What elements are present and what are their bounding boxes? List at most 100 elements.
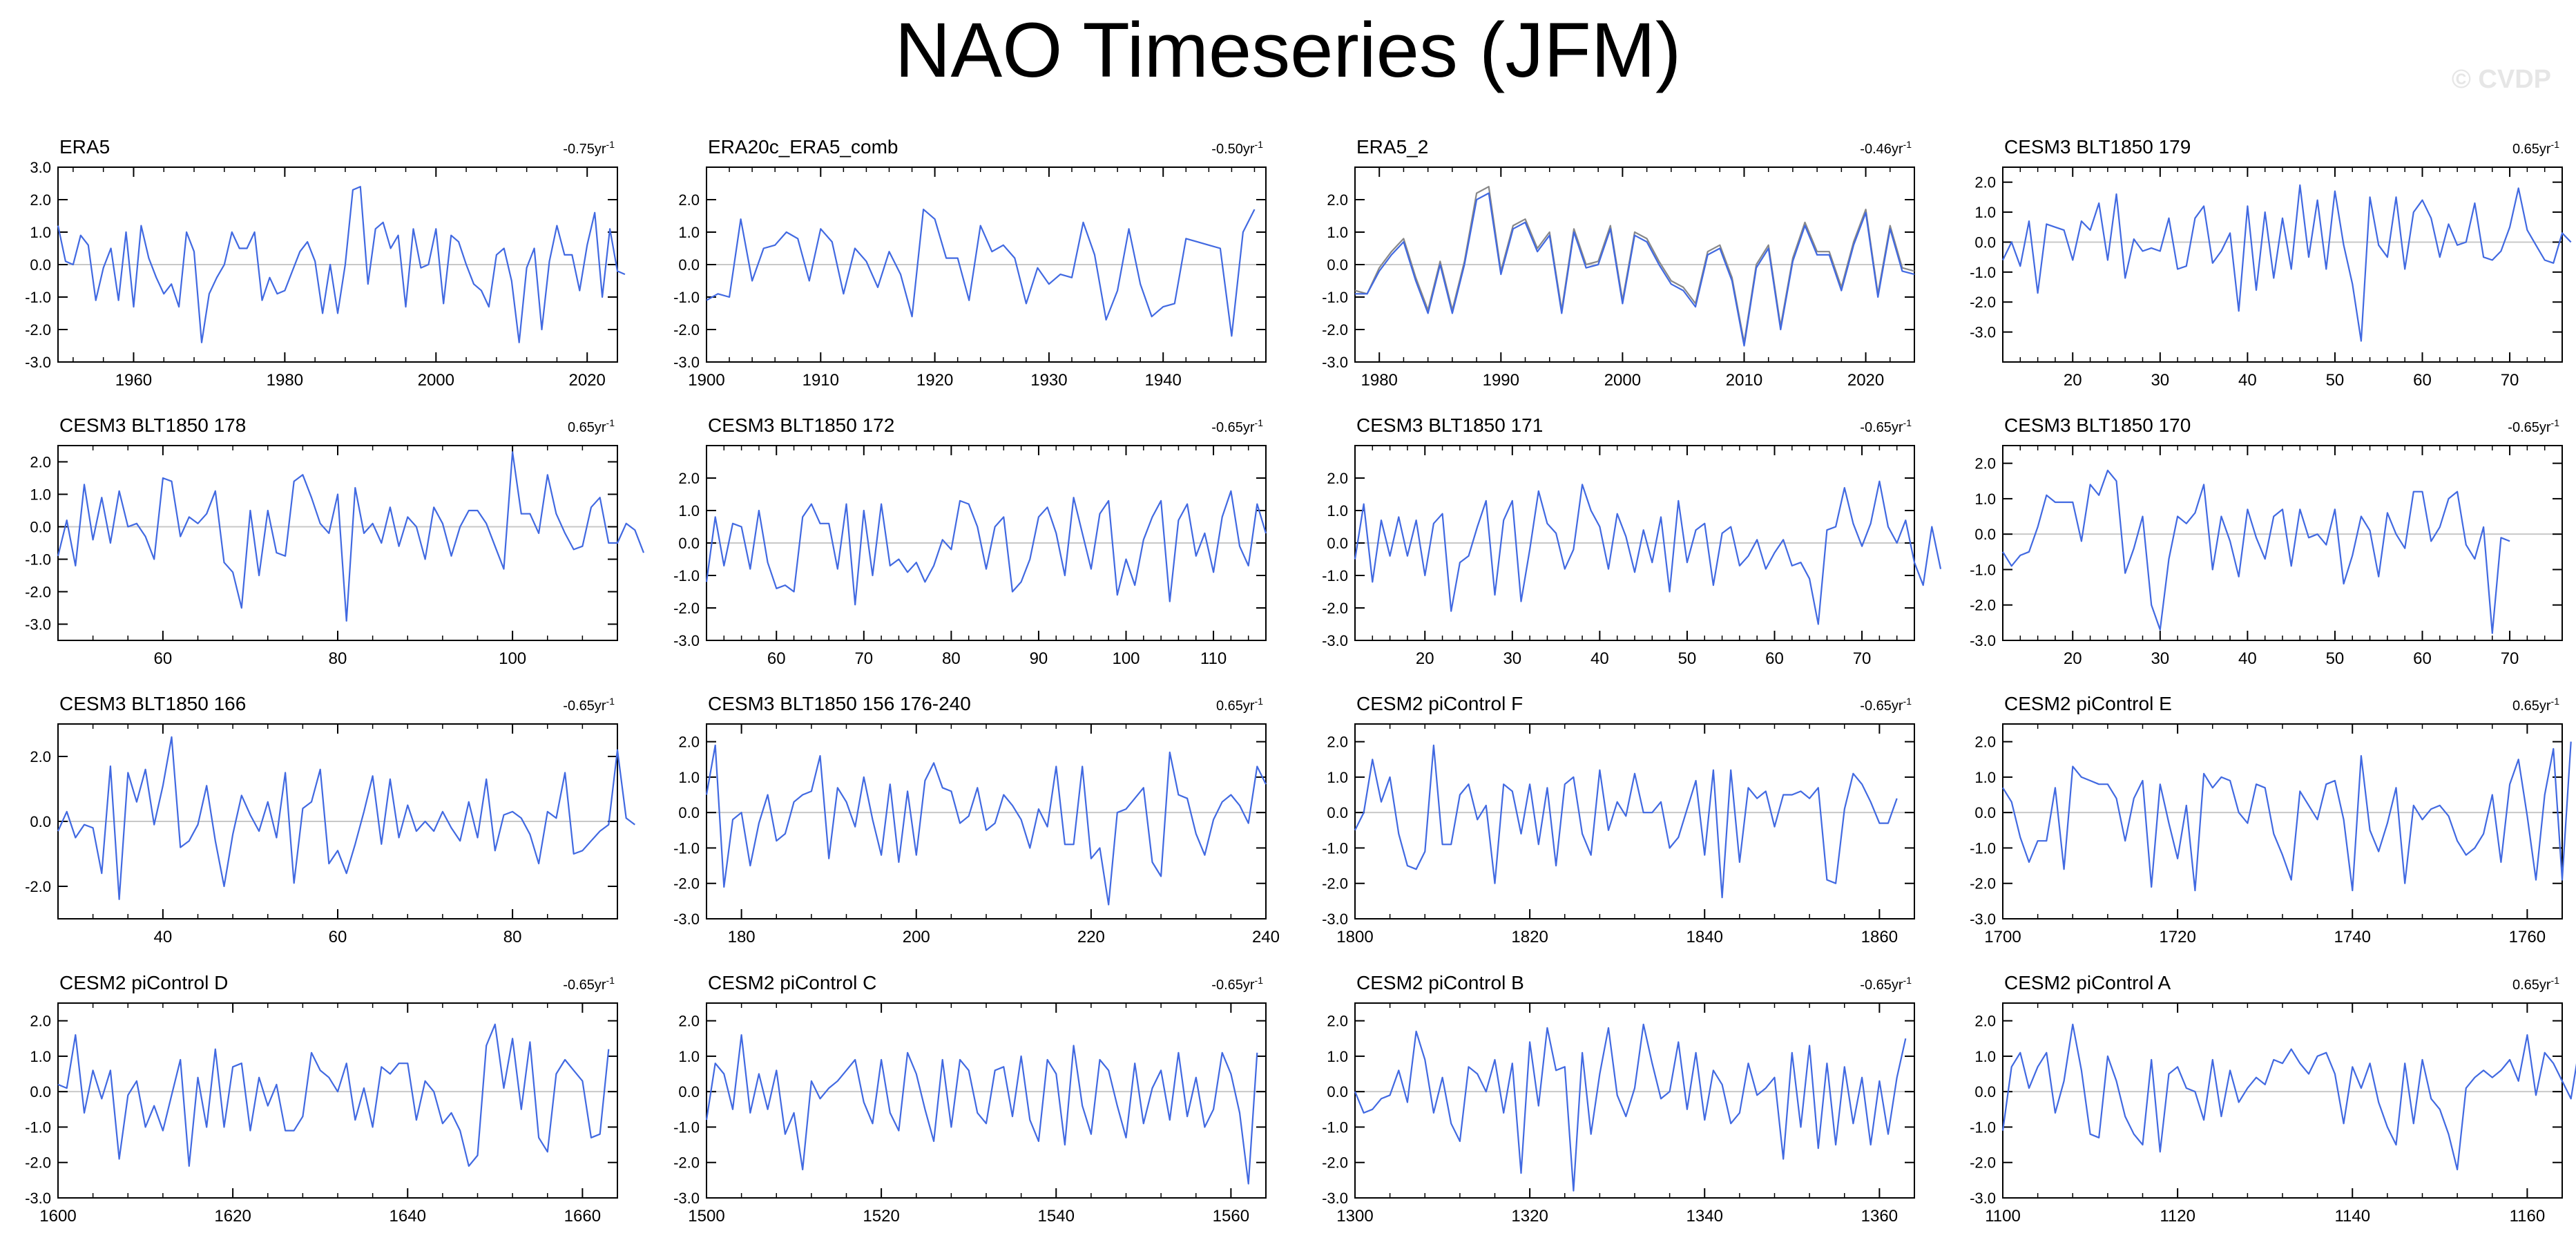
panel-title: CESM3 BLT1850 178 — [59, 414, 246, 436]
trend-label: -0.65yr-1 — [563, 696, 615, 714]
y-tick-label: -2.0 — [1322, 321, 1348, 339]
y-tick-label: 0.0 — [1327, 535, 1348, 552]
series-line — [57, 736, 635, 900]
panel-title: CESM2 piControl D — [59, 972, 228, 993]
x-tick-label: 50 — [2326, 371, 2345, 390]
panel-frame — [2002, 723, 2563, 919]
y-tick-label: 2.0 — [1327, 1013, 1348, 1030]
x-tick-label: 70 — [2501, 371, 2519, 390]
x-tick-label: 1120 — [2160, 1207, 2195, 1226]
x-tick-label: 40 — [1590, 649, 1609, 668]
panel-title: CESM3 BLT1850 170 — [2004, 414, 2191, 436]
y-tick-label: -3.0 — [25, 354, 51, 371]
y-tick-label: -2.0 — [1322, 600, 1348, 617]
y-tick-label: -1.0 — [1970, 264, 1996, 281]
x-tick-label: 1100 — [1985, 1207, 2021, 1226]
x-tick-label: 1760 — [2509, 928, 2546, 946]
x-tick-label: 1360 — [1861, 1207, 1898, 1226]
trend-label: -0.65yr-1 — [1211, 417, 1263, 435]
series-line — [705, 1033, 1258, 1185]
y-tick-label: -1.0 — [25, 551, 51, 569]
y-tick-label: 2.0 — [1974, 455, 1996, 473]
y-tick-label: -1.0 — [1970, 839, 1996, 857]
y-tick-label: 1.0 — [1974, 1048, 1996, 1065]
y-tick-label: -1.0 — [673, 1118, 700, 1136]
panel-title: CESM2 piControl F — [1356, 693, 1523, 714]
y-tick-label: 1.0 — [1327, 502, 1348, 520]
trend-label: 0.65yr-1 — [1216, 696, 1263, 714]
panel-13: -3.0 -2.0 -1.0 0.0 1.0 2.0 1600 1620 1640 1660 CES… — [25, 972, 618, 1226]
trend-label: 0.65yr-1 — [568, 417, 615, 435]
y-tick-label: 0.0 — [30, 256, 51, 274]
x-tick-label: 1860 — [1861, 928, 1898, 946]
y-tick-label: 0.0 — [1327, 1083, 1348, 1100]
x-tick-label: 1660 — [564, 1207, 601, 1226]
panel-frame — [2002, 166, 2563, 363]
panel-title: CESM2 piControl B — [1356, 972, 1524, 993]
series-line — [1354, 744, 1898, 899]
x-tick-label: 1800 — [1336, 928, 1373, 946]
x-tick-label: 50 — [1678, 649, 1697, 668]
y-tick-label: 0.0 — [678, 1083, 700, 1100]
trend-label: -0.65yr-1 — [1860, 696, 1912, 714]
trend-label: -0.50yr-1 — [1211, 139, 1263, 157]
y-tick-label: 1.0 — [1974, 490, 1996, 508]
y-tick-label: 2.0 — [678, 1013, 700, 1030]
x-tick-label: 70 — [854, 649, 873, 668]
x-tick-label: 200 — [903, 928, 930, 946]
series-line — [705, 490, 1267, 606]
trend-label: -0.65yr-1 — [563, 975, 615, 993]
y-tick-label: -3.0 — [1322, 354, 1348, 371]
y-tick-label: 1.0 — [678, 1048, 700, 1065]
series-line — [2002, 469, 2510, 634]
x-tick-label: 100 — [499, 649, 526, 668]
y-tick-label: 0.0 — [30, 1083, 51, 1100]
x-tick-label: 1640 — [390, 1207, 426, 1226]
y-tick-label: 0.0 — [30, 519, 51, 536]
y-tick-label: 0.0 — [1327, 256, 1348, 274]
panel-9: -2.0 0.0 2.0 40 60 80 CESM3 BLT1850 166 -0.65yr… — [25, 693, 635, 946]
panel-14: -3.0 -2.0 -1.0 0.0 1.0 2.0 1500 1520 1540 1560 CES… — [673, 972, 1267, 1226]
x-tick-label: 220 — [1077, 928, 1105, 946]
y-tick-label: -2.0 — [673, 321, 700, 339]
x-tick-label: 60 — [2413, 371, 2432, 390]
x-tick-label: 1540 — [1038, 1207, 1075, 1226]
y-tick-label: 2.0 — [30, 454, 51, 471]
y-tick-label: 1.0 — [30, 224, 51, 241]
panel-frame — [2002, 445, 2563, 641]
y-tick-label: 1.0 — [30, 1048, 51, 1065]
series-line — [2001, 1023, 2576, 1171]
x-tick-label: 1520 — [863, 1207, 899, 1226]
x-tick-label: 60 — [329, 928, 347, 946]
page-title: NAO Timeseries (JFM) — [894, 7, 1682, 93]
panel-15: -3.0 -2.0 -1.0 0.0 1.0 2.0 1300 1320 1340 1360 CES… — [1322, 972, 1915, 1226]
y-tick-label: 1.0 — [1327, 224, 1348, 241]
x-tick-label: 70 — [2501, 649, 2519, 668]
x-tick-label: 40 — [154, 928, 173, 946]
x-tick-label: 1840 — [1686, 928, 1723, 946]
x-tick-label: 30 — [2151, 649, 2169, 668]
y-tick-label: -3.0 — [1970, 632, 1996, 649]
x-tick-label: 1820 — [1511, 928, 1548, 946]
panel-title: CESM3 BLT1850 179 — [2004, 136, 2191, 158]
y-tick-label: -2.0 — [25, 584, 51, 601]
y-tick-label: -1.0 — [1322, 289, 1348, 306]
panel-title: CESM2 piControl A — [2004, 972, 2171, 993]
y-tick-label: 0.0 — [30, 813, 51, 830]
y-tick-label: 0.0 — [1974, 1083, 1996, 1100]
x-tick-label: 1990 — [1483, 371, 1519, 390]
x-tick-label: 80 — [329, 649, 347, 668]
y-tick-label: 2.0 — [1974, 1013, 1996, 1030]
panel-title: CESM3 BLT1850 171 — [1356, 414, 1543, 436]
panel-12: -3.0 -2.0 -1.0 0.0 1.0 2.0 1700 1720 1740 1760 CES… — [1970, 693, 2572, 946]
x-tick-label: 1930 — [1030, 371, 1067, 390]
trend-label: -0.65yr-1 — [1860, 975, 1912, 993]
y-tick-label: 3.0 — [30, 159, 51, 176]
y-tick-label: -3.0 — [1322, 1190, 1348, 1207]
panel-7: -3.0 -2.0 -1.0 0.0 1.0 2.0 20 30 40 50 60 70 CESM3 B… — [1322, 414, 1942, 668]
x-tick-label: 1900 — [688, 371, 724, 390]
panel-title: ERA20c_ERA5_comb — [708, 136, 898, 158]
y-tick-label: -1.0 — [1322, 567, 1348, 584]
panel-title: CESM2 piControl E — [2004, 693, 2172, 714]
x-tick-label: 70 — [1853, 649, 1872, 668]
